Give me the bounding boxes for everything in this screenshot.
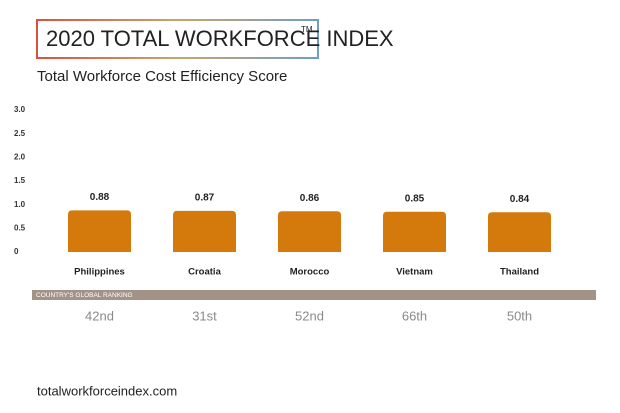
y-tick-label: 1.5 — [14, 176, 26, 185]
y-tick-label: 0 — [14, 247, 19, 256]
y-tick-label: 3.0 — [14, 105, 26, 114]
value-label: 0.86 — [300, 193, 320, 204]
y-tick-label: 2.0 — [14, 152, 26, 161]
source: totalworkforceindex.com — [37, 383, 177, 398]
ranking: 52nd — [295, 308, 324, 323]
value-label: 0.85 — [405, 193, 425, 204]
bar — [488, 212, 551, 252]
bar — [383, 211, 446, 252]
x-tick-label: Croatia — [188, 267, 221, 278]
x-tick-label: Vietnam — [396, 267, 433, 278]
chart-subtitle: Total Workforce Cost Efficiency Score — [37, 68, 287, 85]
x-tick-label: Morocco — [290, 267, 330, 278]
bar — [68, 210, 131, 252]
bar — [173, 210, 236, 252]
x-tick-label: Philippines — [74, 267, 125, 278]
value-label: 0.87 — [195, 192, 215, 203]
ranking-band — [32, 290, 596, 300]
y-tick-label: 1.0 — [14, 200, 26, 209]
x-tick-label: Thailand — [500, 267, 539, 278]
ranking: 50th — [507, 308, 532, 323]
ranking: 42nd — [85, 308, 114, 323]
y-tick-label: 0.5 — [14, 223, 26, 232]
value-label: 0.84 — [510, 194, 530, 205]
trademark: TM — [301, 25, 313, 34]
ranking: 66th — [402, 308, 427, 323]
ranking-panel — [32, 253, 596, 325]
y-tick-label: 2.5 — [14, 129, 26, 138]
ranking-label: COUNTRY'S GLOBAL RANKING — [36, 292, 133, 299]
chart-title: 2020 TOTAL WORKFORCE INDEX — [46, 26, 394, 51]
value-label: 0.88 — [90, 192, 110, 203]
bar — [278, 211, 341, 252]
title-box — [36, 19, 319, 59]
ranking: 31st — [192, 308, 217, 323]
